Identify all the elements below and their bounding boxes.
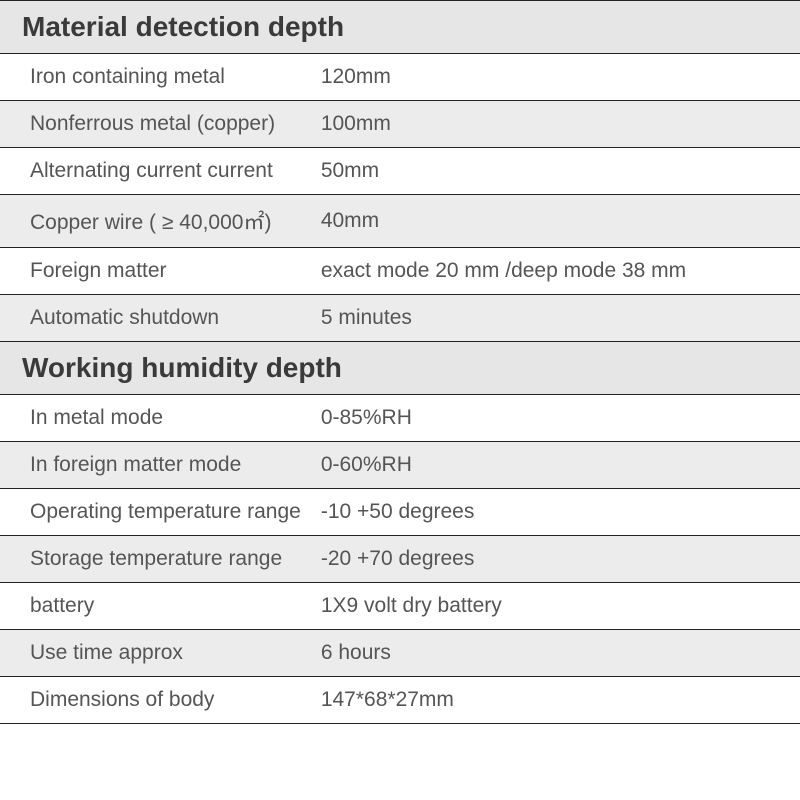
table-row: Iron containing metal 120mm (0, 54, 800, 101)
spec-table: Material detection depth Iron containing… (0, 0, 800, 724)
table-row: Dimensions of body 147*68*27mm (0, 677, 800, 724)
spec-table-body: Material detection depth Iron containing… (0, 1, 800, 724)
spec-value: 100mm (311, 101, 800, 148)
table-row: Foreign matter exact mode 20 mm /deep mo… (0, 248, 800, 295)
spec-value: 5 minutes (311, 295, 800, 342)
table-row: In foreign matter mode 0-60%RH (0, 442, 800, 489)
section-header: Working humidity depth (0, 342, 800, 395)
spec-label: Use time approx (0, 630, 311, 677)
spec-value: -10 +50 degrees (311, 489, 800, 536)
spec-label: In foreign matter mode (0, 442, 311, 489)
table-row: Alternating current current 50mm (0, 148, 800, 195)
spec-value: -20 +70 degrees (311, 536, 800, 583)
spec-label: Dimensions of body (0, 677, 311, 724)
spec-label: battery (0, 583, 311, 630)
spec-value: 50mm (311, 148, 800, 195)
spec-value: 120mm (311, 54, 800, 101)
table-row: Automatic shutdown 5 minutes (0, 295, 800, 342)
spec-value: 0-85%RH (311, 395, 800, 442)
table-row: In metal mode 0-85%RH (0, 395, 800, 442)
table-row: Copper wire ( ≥ 40,000㎡) 40mm (0, 195, 800, 248)
table-row: Operating temperature range -10 +50 degr… (0, 489, 800, 536)
spec-label: Nonferrous metal (copper) (0, 101, 311, 148)
spec-label: In metal mode (0, 395, 311, 442)
spec-label: Operating temperature range (0, 489, 311, 536)
spec-value: 40mm (311, 195, 800, 248)
spec-label: Storage temperature range (0, 536, 311, 583)
spec-label: Foreign matter (0, 248, 311, 295)
spec-label: Iron containing metal (0, 54, 311, 101)
table-row: battery 1X9 volt dry battery (0, 583, 800, 630)
table-row: Nonferrous metal (copper) 100mm (0, 101, 800, 148)
spec-label: Alternating current current (0, 148, 311, 195)
spec-value: 147*68*27mm (311, 677, 800, 724)
table-row: Storage temperature range -20 +70 degree… (0, 536, 800, 583)
table-row: Use time approx 6 hours (0, 630, 800, 677)
spec-value: exact mode 20 mm /deep mode 38 mm (311, 248, 800, 295)
spec-label: Copper wire ( ≥ 40,000㎡) (0, 195, 311, 248)
spec-label: Automatic shutdown (0, 295, 311, 342)
spec-value: 1X9 volt dry battery (311, 583, 800, 630)
section-title: Working humidity depth (0, 342, 800, 395)
section-header: Material detection depth (0, 1, 800, 54)
spec-value: 0-60%RH (311, 442, 800, 489)
section-title: Material detection depth (0, 1, 800, 54)
spec-value: 6 hours (311, 630, 800, 677)
